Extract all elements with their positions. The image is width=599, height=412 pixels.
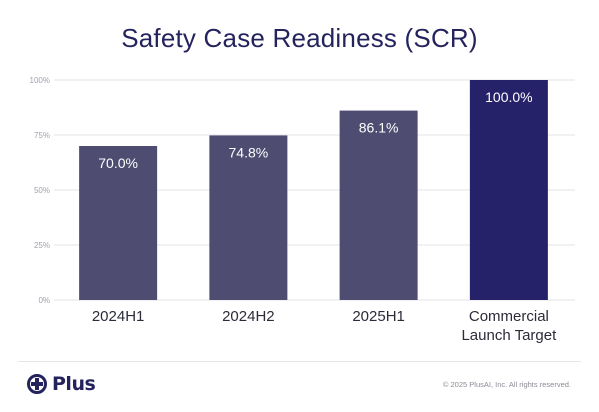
chart-title: Safety Case Readiness (SCR)	[121, 23, 478, 53]
y-tick-label: 100%	[30, 76, 50, 85]
copyright-text: © 2025 PlusAI, Inc. All rights reserved.	[442, 380, 571, 389]
bar-value-label: 74.8%	[229, 144, 269, 160]
bar-chart: 0% 25% 50% 75% 100% 70.0% 2024H1 74.8% 2024H2 86…	[30, 76, 575, 344]
y-tick-label: 50%	[34, 186, 50, 195]
x-category-label: Launch Target	[461, 327, 557, 344]
bar-layer	[79, 80, 548, 300]
y-tick-label: 0%	[38, 296, 50, 305]
brand-logo: Plus	[26, 372, 96, 396]
bar	[339, 110, 418, 300]
brand-logo-text: Plus	[52, 373, 96, 395]
bar	[209, 135, 288, 300]
bar-value-label: 86.1%	[359, 120, 399, 136]
y-tick-label: 25%	[34, 241, 50, 250]
footer-divider	[18, 361, 581, 362]
bar	[469, 80, 548, 300]
label-layer: 70.0% 2024H1 74.8% 2024H2 86.1% 2025H1 100.0% C…	[92, 89, 557, 344]
y-tick-label: 75%	[34, 131, 50, 140]
x-category-label: 2024H1	[92, 308, 145, 325]
x-category-label: 2024H2	[222, 308, 275, 325]
x-category-label: Commercial	[469, 308, 549, 325]
bar-value-label: 70.0%	[98, 155, 138, 171]
x-category-label: 2025H1	[352, 308, 405, 325]
bar	[79, 146, 158, 300]
plus-logo-icon	[27, 374, 47, 394]
bar-value-label: 100.0%	[485, 89, 532, 105]
